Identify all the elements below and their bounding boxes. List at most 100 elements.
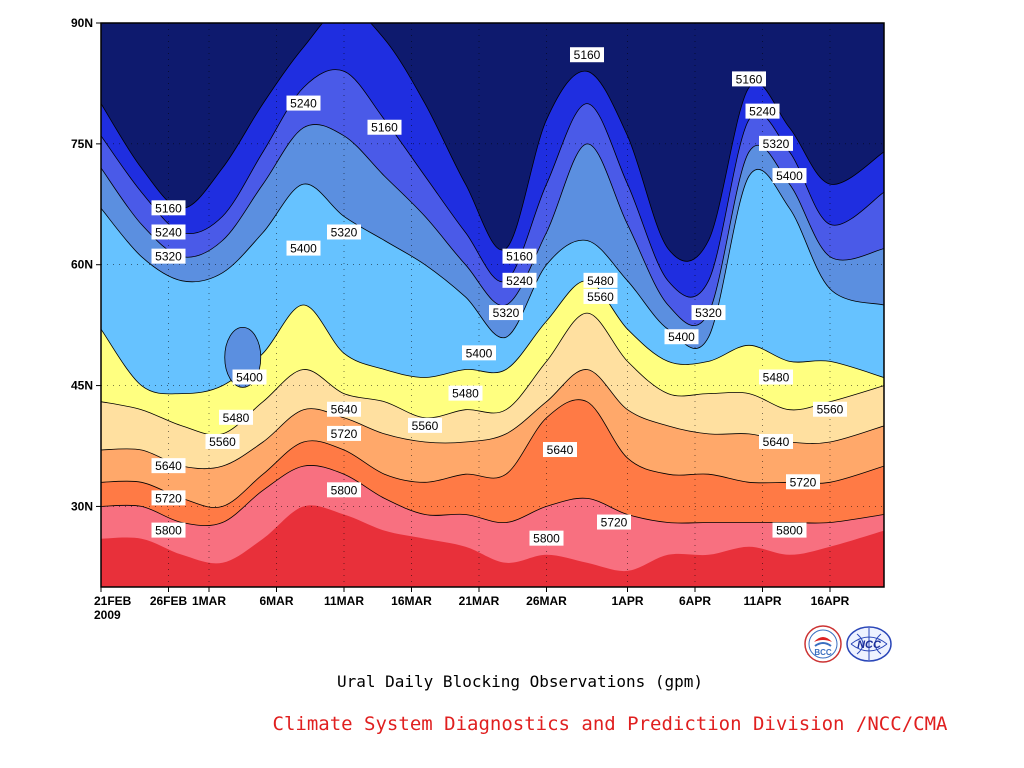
x-tick-label: 1MAR bbox=[192, 594, 226, 608]
contour-label: 5240 bbox=[745, 103, 780, 119]
x-tick-label: 1APR bbox=[611, 594, 643, 608]
contour-label-text: 5560 bbox=[587, 290, 614, 304]
contour-label-text: 5320 bbox=[493, 306, 520, 320]
contour-label: 5640 bbox=[543, 442, 577, 458]
contour-label-text: 5480 bbox=[223, 411, 250, 425]
contour-label: 5720 bbox=[786, 474, 820, 490]
y-axis: 30N 45N 60N 75N 90N bbox=[71, 16, 101, 513]
contour-line bbox=[101, 168, 884, 349]
contour-label-bg bbox=[583, 288, 618, 304]
contour-label-bg bbox=[813, 401, 847, 417]
x-tick-label-line: 16MAR bbox=[391, 594, 432, 608]
contour-band bbox=[101, 505, 884, 587]
contour-label-bg bbox=[489, 305, 523, 321]
contour-label-bg bbox=[327, 482, 361, 498]
contour-label: 5240 bbox=[502, 272, 537, 288]
x-axis: 21FEB 2009 26FEB 1MAR 6MAR 11MAR 16MAR 21MAR 26M… bbox=[94, 587, 850, 622]
contour-label-text: 5800 bbox=[533, 532, 560, 546]
contour-label-text: 5800 bbox=[776, 524, 803, 538]
contour-line bbox=[101, 23, 884, 262]
contour-label-bg bbox=[529, 530, 564, 546]
contour-label: 5480 bbox=[583, 272, 618, 288]
contour-label-text: 5640 bbox=[155, 459, 182, 473]
contour-label-bg bbox=[583, 272, 618, 288]
contour-label-bg bbox=[232, 369, 267, 385]
contour-label-bg bbox=[462, 345, 496, 361]
contour-label-text: 5480 bbox=[763, 371, 790, 385]
contour-label-bg bbox=[745, 103, 780, 119]
contour-line bbox=[101, 399, 884, 508]
contour-label-text: 5480 bbox=[587, 274, 614, 288]
contour-label-text: 5320 bbox=[155, 250, 182, 264]
contour-label-text: 5800 bbox=[155, 524, 182, 538]
plot-area: 5160 5240 5320 5400 5480 5560 5640 5720 5800 5240… bbox=[100, 22, 885, 588]
contour-label-text: 5720 bbox=[601, 516, 628, 530]
contour-label: 5320 bbox=[327, 224, 361, 240]
contour-label-bg bbox=[786, 474, 820, 490]
contour-label: 5560 bbox=[583, 288, 618, 304]
x-tick-label: 6MAR bbox=[259, 594, 293, 608]
contour-label-bg bbox=[151, 522, 186, 538]
x-tick-label: 16MAR bbox=[391, 594, 432, 608]
contour-label-bg bbox=[570, 47, 604, 63]
x-tick-label-line: 21FEB bbox=[94, 594, 132, 608]
contour-label: 5640 bbox=[327, 401, 361, 417]
contour-label: 5800 bbox=[772, 522, 807, 538]
contour-label: 5400 bbox=[232, 369, 267, 385]
ncc-logo-text: NCC bbox=[857, 639, 882, 651]
contour-label-bg bbox=[732, 71, 766, 87]
contour-label: 5560 bbox=[205, 433, 240, 449]
contour-label: 5160 bbox=[732, 71, 766, 87]
contour-fills bbox=[101, 23, 884, 587]
contour-label-bg bbox=[772, 168, 807, 184]
contour-label: 5800 bbox=[529, 530, 564, 546]
x-tick-label-line: 6MAR bbox=[259, 594, 293, 608]
contour-label-bg bbox=[759, 135, 793, 151]
contour-label-text: 5640 bbox=[547, 443, 574, 457]
contour-label-bg bbox=[543, 442, 577, 458]
x-tick-label-line: 6APR bbox=[679, 594, 711, 608]
contour-label-bg bbox=[327, 425, 361, 441]
contour-label: 5400 bbox=[664, 329, 699, 345]
x-tick-label: 21MAR bbox=[459, 594, 500, 608]
x-tick-label-line: 11MAR bbox=[324, 594, 364, 608]
contour-label-text: 5240 bbox=[506, 274, 533, 288]
contour-label-bg bbox=[691, 305, 726, 321]
contour-label-bg bbox=[327, 401, 361, 417]
contour-label-text: 5320 bbox=[763, 137, 790, 151]
x-tick-label: 26MAR bbox=[526, 594, 567, 608]
contour-label-bg bbox=[502, 248, 537, 264]
contour-label-text: 5560 bbox=[209, 435, 236, 449]
contour-label-bg bbox=[502, 272, 537, 288]
contour-label-bg bbox=[151, 458, 186, 474]
contour-label: 5640 bbox=[151, 458, 186, 474]
x-tick-label: 26FEB bbox=[150, 594, 188, 608]
contour-line bbox=[101, 280, 884, 395]
y-tick-label: 60N bbox=[71, 258, 93, 272]
contour-label-text: 5560 bbox=[817, 403, 844, 417]
contour-line bbox=[101, 465, 884, 526]
x-tick-label-line: 26MAR bbox=[526, 594, 567, 608]
y-tick-label: 45N bbox=[71, 379, 93, 393]
contour-label: 5720 bbox=[597, 514, 631, 530]
contour-label-text: 5640 bbox=[331, 403, 358, 417]
contour-label-bg bbox=[327, 224, 361, 240]
contour-label: 5800 bbox=[327, 482, 361, 498]
contour-label-text: 5160 bbox=[736, 72, 763, 86]
contour-label-bg bbox=[408, 417, 442, 433]
contour-lines bbox=[101, 23, 884, 526]
y-tick-label: 90N bbox=[71, 16, 93, 30]
contour-label: 5480 bbox=[759, 369, 793, 385]
contour-label-bg bbox=[151, 490, 186, 506]
contour-label-text: 5720 bbox=[331, 427, 358, 441]
contour-label-bg bbox=[448, 385, 483, 401]
contour-label-text: 5160 bbox=[506, 250, 533, 264]
credit-line: Climate System Diagnostics and Predictio… bbox=[272, 713, 948, 735]
contour-label-bg bbox=[597, 514, 631, 530]
contour-label: 5240 bbox=[151, 224, 186, 240]
contour-label-text: 5320 bbox=[331, 225, 358, 239]
bcc-logo: BCC bbox=[804, 625, 842, 663]
contour-labels: 5160 5240 5320 5400 5480 5560 5640 5720 5800 5240… bbox=[151, 47, 847, 546]
contour-label: 5160 bbox=[502, 248, 537, 264]
